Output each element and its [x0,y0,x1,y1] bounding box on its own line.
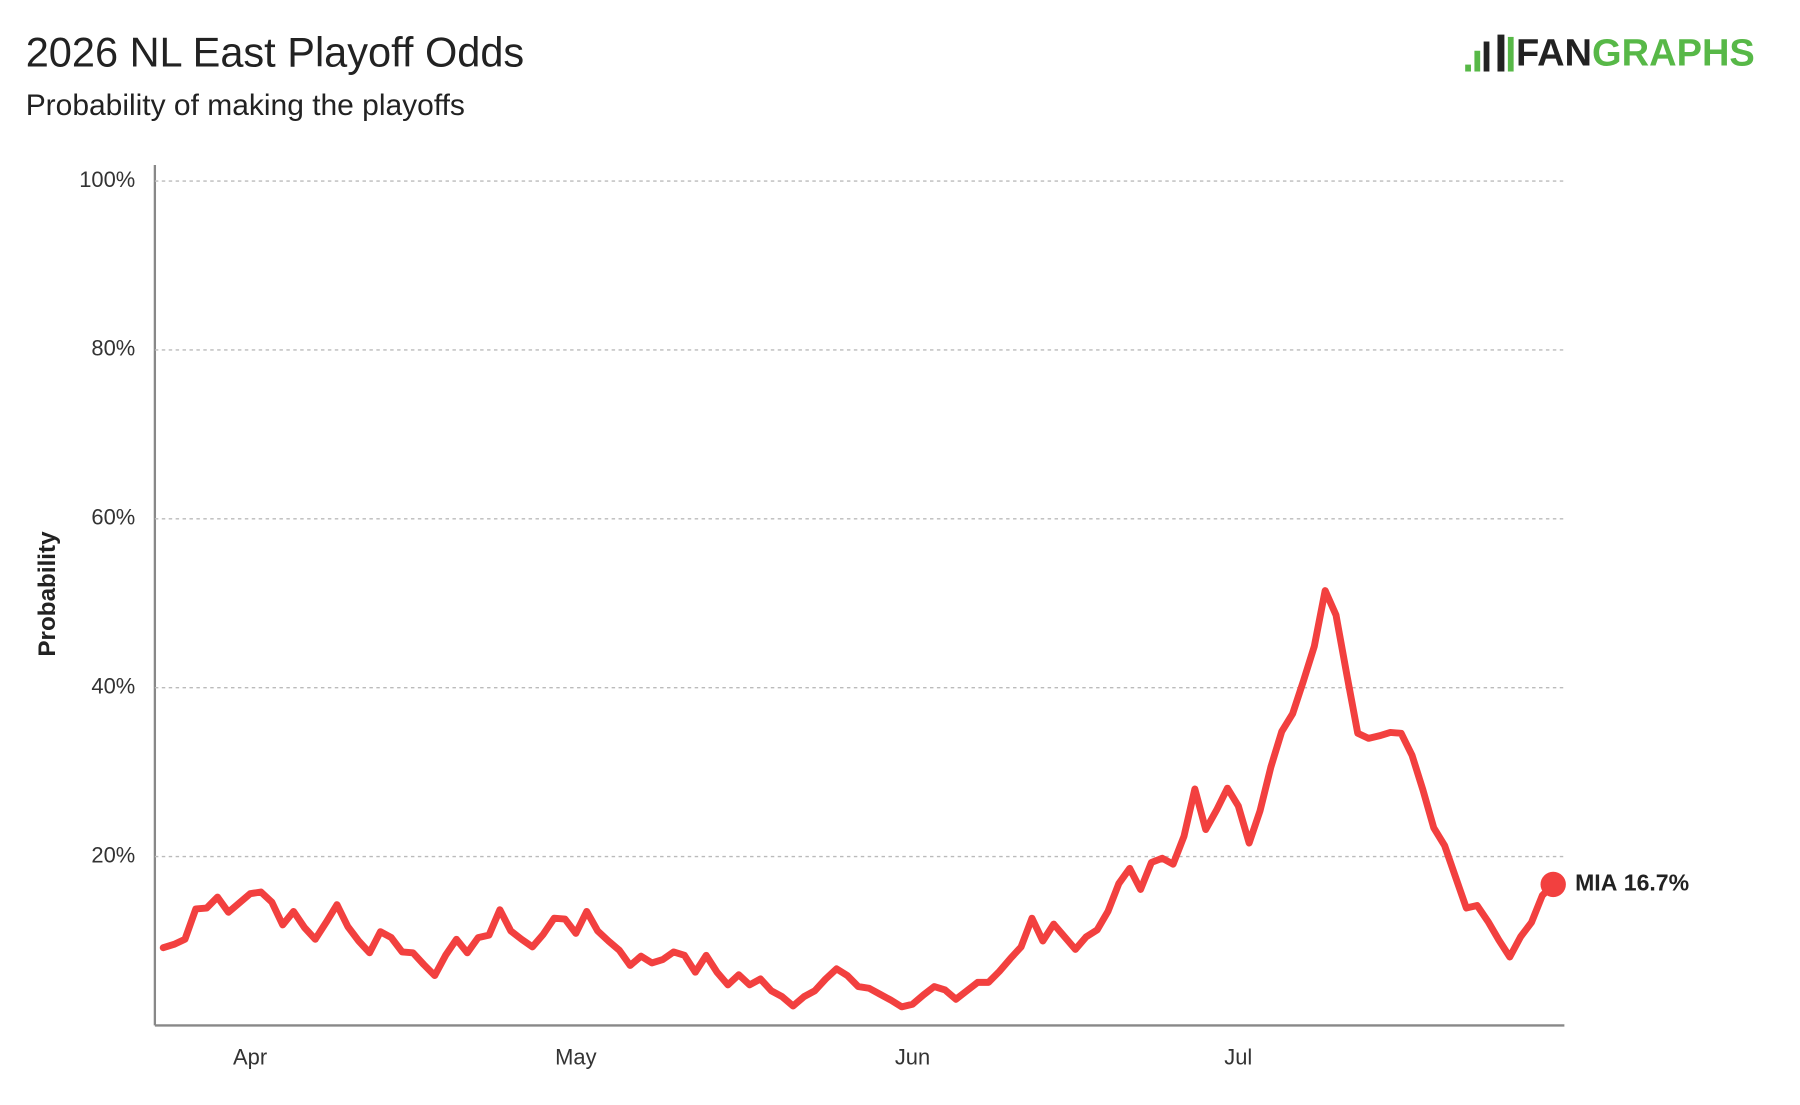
logo-bar [1483,41,1490,72]
logo: FANGRAPHS [1465,32,1755,74]
x-tick-label: May [555,1045,596,1070]
logo-bar [1497,34,1505,72]
series-name: MIA [1575,870,1618,896]
y-axis-label: Probability [34,531,61,657]
chart-subtitle: Probability of making the playoffs [26,89,465,122]
logo-bar [1465,64,1471,72]
y-tick-label: 40% [91,673,135,698]
logo-graphs: GRAPHS [1592,32,1755,74]
logo-text: FANGRAPHS [1516,32,1755,74]
logo-bar [1474,50,1481,72]
y-tick-label: 60% [91,505,135,530]
chart-title: 2026 NL East Playoff Odds [26,28,525,75]
x-tick-label: Jul [1224,1045,1252,1070]
end-label: MIA 16.7% [1575,870,1689,896]
logo-bar [1507,36,1514,72]
y-tick-label: 80% [91,336,135,361]
value-label: 16.7% [1624,870,1689,896]
x-tick-label: Jun [895,1045,930,1070]
x-tick-label: Apr [233,1045,267,1070]
end-dot [1540,871,1566,898]
logo-fan: FAN [1516,32,1592,74]
series-line [159,587,1557,1011]
y-tick-label: 100% [79,167,135,192]
y-tick-label: 20% [91,842,135,867]
